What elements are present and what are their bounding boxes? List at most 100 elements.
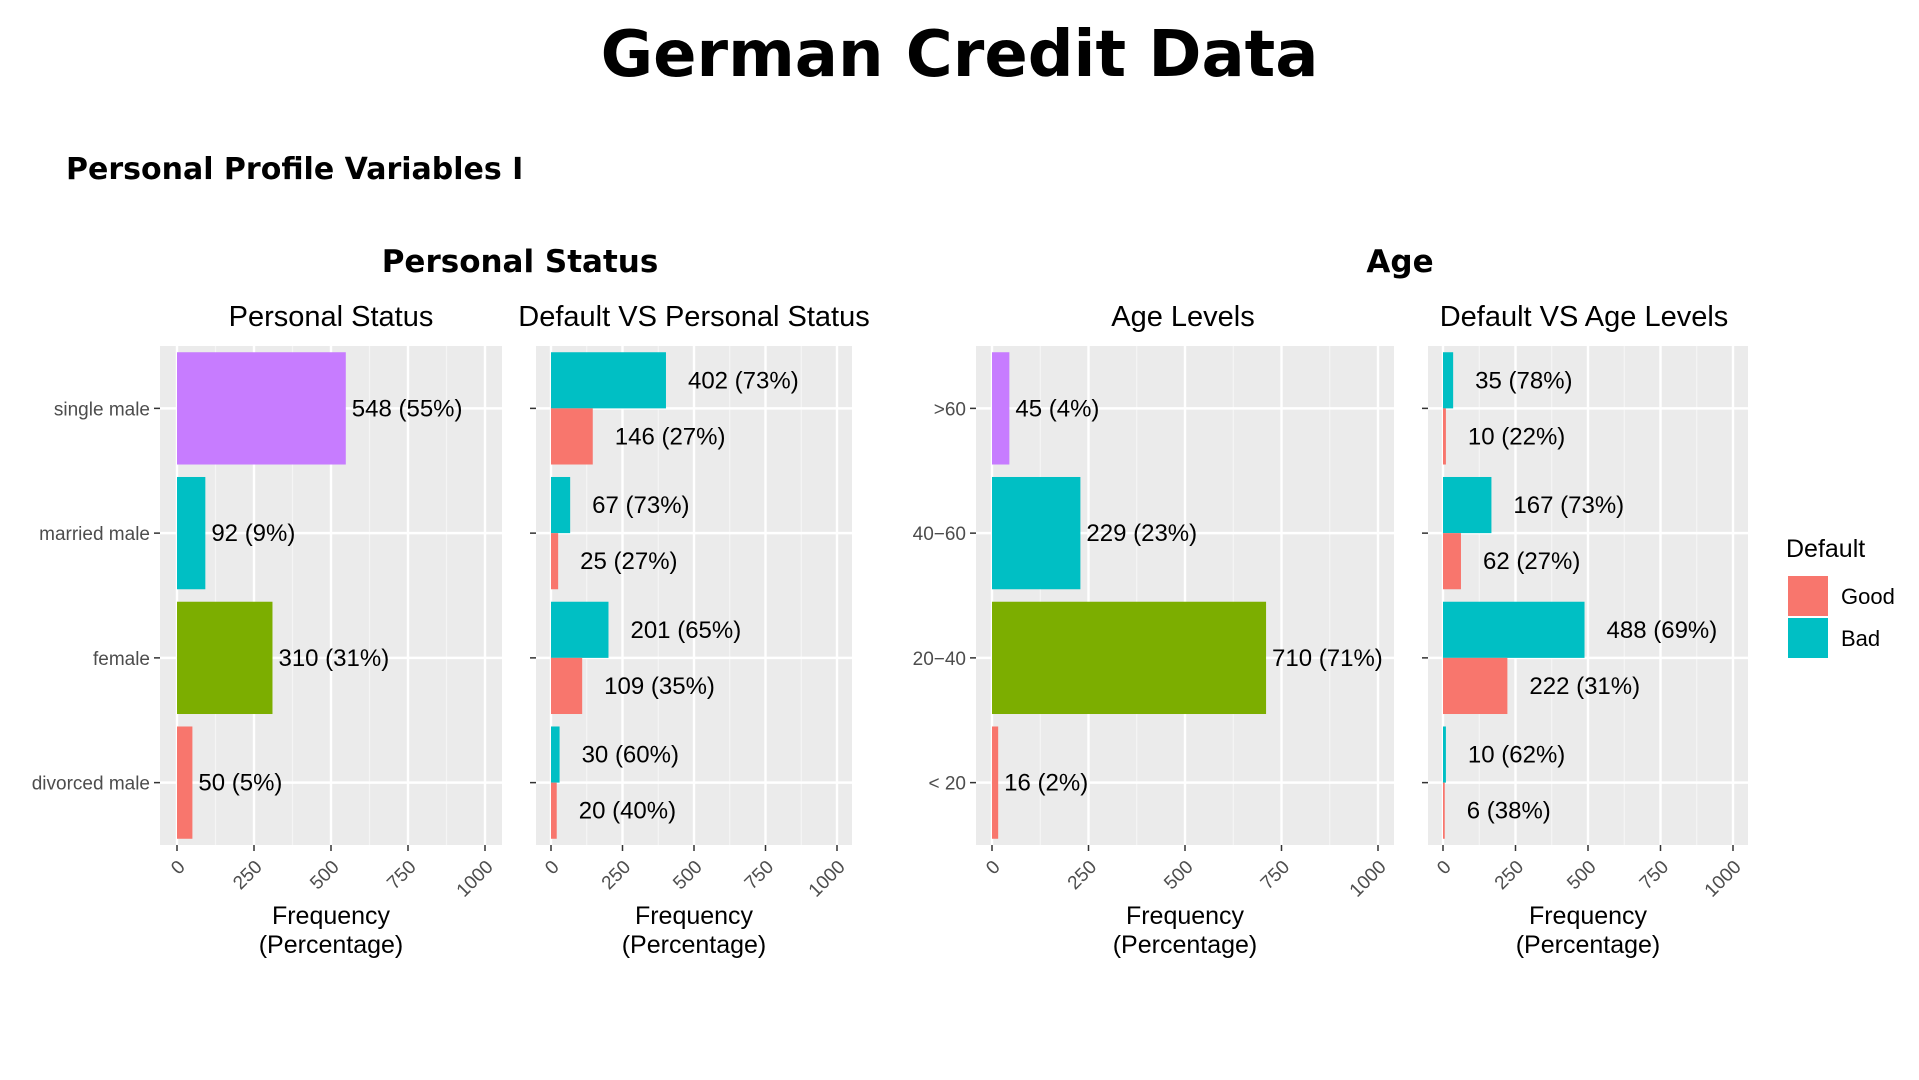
legend-swatch-good xyxy=(1788,576,1828,616)
y-tick-label: < 20 xyxy=(928,774,966,795)
chart-panel-4: 35 (78%) 167 (73%) 488 (69%) 10 (62%) 10 (22… xyxy=(1422,301,1748,959)
x-axis-title: (Percentage) xyxy=(259,931,404,959)
x-tick-label: 750 xyxy=(383,857,420,894)
bar xyxy=(551,408,593,465)
x-tick-label: 750 xyxy=(1257,857,1294,894)
x-tick-label: 500 xyxy=(1160,857,1197,894)
x-axis-title: Frequency xyxy=(272,902,391,930)
data-label: 10 (22%) xyxy=(1468,423,1565,450)
y-tick-label: 40−60 xyxy=(913,524,966,545)
data-label: 167 (73%) xyxy=(1513,492,1624,519)
x-axis-title: Frequency xyxy=(635,902,754,930)
data-label: 30 (60%) xyxy=(582,742,679,769)
data-label: 548 (55%) xyxy=(352,395,463,422)
y-tick-label: >60 xyxy=(934,399,966,420)
bar xyxy=(1443,782,1445,839)
x-tick-label: 1000 xyxy=(1701,857,1746,902)
x-tick-label: 250 xyxy=(598,857,635,894)
data-label: 310 (31%) xyxy=(278,645,389,672)
x-tick-label: 250 xyxy=(1064,857,1101,894)
section-subtitle: Personal Profile Variables I xyxy=(66,152,524,187)
bar xyxy=(177,726,193,839)
data-label: 229 (23%) xyxy=(1086,520,1197,547)
data-label: 35 (78%) xyxy=(1475,367,1572,394)
bar xyxy=(1443,726,1446,783)
chart-title: Default VS Personal Status xyxy=(518,301,869,333)
x-tick-label: 250 xyxy=(229,857,266,894)
bar xyxy=(1443,657,1508,715)
bar xyxy=(177,476,206,590)
bar xyxy=(1443,601,1585,658)
data-label: 25 (27%) xyxy=(580,548,677,575)
data-label: 6 (38%) xyxy=(1467,798,1551,825)
x-axis-title: (Percentage) xyxy=(1516,931,1661,959)
y-tick-label: female xyxy=(93,649,150,670)
y-tick-label: divorced male xyxy=(32,774,150,795)
bar xyxy=(551,782,557,839)
x-tick-label: 1000 xyxy=(453,857,498,902)
y-tick-label: single male xyxy=(54,399,150,420)
data-label: 201 (65%) xyxy=(630,617,741,644)
bar xyxy=(992,476,1081,590)
x-tick-label: 0 xyxy=(982,857,1004,879)
bar xyxy=(1443,533,1461,590)
chart-panel-3: 45 (4%) 229 (23%) 710 (71%) 16 (2%) >60 40−60… xyxy=(913,301,1394,959)
x-axis-title: Frequency xyxy=(1126,902,1245,930)
x-tick-label: 1000 xyxy=(1346,857,1391,902)
bar xyxy=(177,601,273,715)
legend: Default Good Bad xyxy=(1786,535,1895,658)
x-tick-label: 0 xyxy=(1433,857,1455,879)
x-axis-title: (Percentage) xyxy=(1113,931,1258,959)
data-label: 402 (73%) xyxy=(688,367,799,394)
x-tick-label: 750 xyxy=(1636,857,1673,894)
data-label: 710 (71%) xyxy=(1272,645,1383,672)
legend-label-bad: Bad xyxy=(1841,626,1880,651)
x-tick-label: 500 xyxy=(306,857,343,894)
bar xyxy=(551,601,609,658)
x-tick-label: 750 xyxy=(741,857,778,894)
bar xyxy=(1443,476,1492,534)
x-tick-label: 500 xyxy=(669,857,706,894)
bar xyxy=(992,726,999,839)
bar xyxy=(1443,352,1454,409)
x-tick-label: 250 xyxy=(1491,857,1528,894)
y-tick-label: married male xyxy=(39,524,150,545)
x-tick-label: 1000 xyxy=(805,857,850,902)
group-title-personal-status: Personal Status xyxy=(381,244,659,280)
bar xyxy=(551,657,583,715)
data-label: 50 (5%) xyxy=(198,770,282,797)
bar xyxy=(992,352,1010,465)
data-label: 222 (31%) xyxy=(1529,673,1640,700)
bar xyxy=(551,352,666,409)
bar xyxy=(1443,408,1446,465)
data-label: 45 (4%) xyxy=(1015,395,1099,422)
data-label: 92 (9%) xyxy=(211,520,295,547)
x-axis-title: Frequency xyxy=(1529,902,1648,930)
data-label: 67 (73%) xyxy=(592,492,689,519)
chart-panel-2: 402 (73%) 67 (73%) 201 (65%) 30 (60%) 146 (2… xyxy=(518,301,869,959)
x-tick-label: 500 xyxy=(1563,857,1600,894)
bar xyxy=(177,352,346,465)
chart-panel-1: 548 (55%) 92 (9%) 310 (31%) 50 (5%) single m… xyxy=(32,301,502,959)
data-label: 16 (2%) xyxy=(1004,770,1088,797)
x-tick-label: 0 xyxy=(167,857,189,879)
legend-title: Default xyxy=(1786,535,1865,563)
bar xyxy=(551,726,560,783)
legend-label-good: Good xyxy=(1841,584,1895,609)
bar xyxy=(551,533,559,590)
x-axis-title: (Percentage) xyxy=(622,931,767,959)
bar xyxy=(551,476,571,534)
legend-swatch-bad xyxy=(1788,618,1828,658)
chart-title: Default VS Age Levels xyxy=(1440,301,1729,333)
data-label: 62 (27%) xyxy=(1483,548,1580,575)
x-tick-label: 0 xyxy=(541,857,563,879)
data-label: 10 (62%) xyxy=(1468,742,1565,769)
y-tick-label: 20−40 xyxy=(913,649,966,670)
group-title-age: Age xyxy=(1366,244,1434,280)
bar xyxy=(992,601,1267,715)
page-title: German Credit Data xyxy=(600,18,1319,92)
data-label: 488 (69%) xyxy=(1607,617,1718,644)
chart-title: Personal Status xyxy=(229,301,434,333)
chart-title: Age Levels xyxy=(1111,301,1255,333)
